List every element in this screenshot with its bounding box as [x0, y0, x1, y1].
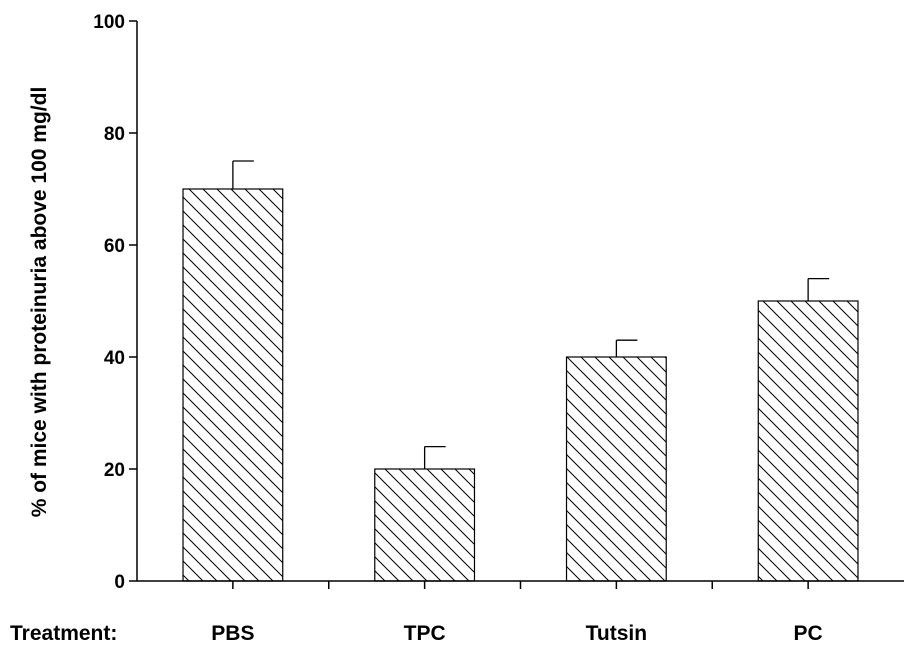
- y-axis: 0 20 40 60 80 100: [93, 12, 138, 593]
- bar-pc: [757, 300, 859, 582]
- category-label-tutsin: Tutsin: [586, 622, 647, 645]
- category-label-pbs: PBS: [211, 622, 254, 645]
- y-axis-title: % of mice with proteinuria above 100 mg/…: [28, 87, 51, 518]
- bars: [182, 160, 859, 582]
- y-tick-label: 60: [104, 236, 125, 257]
- category-label-tpc: TPC: [404, 622, 446, 645]
- x-axis: [137, 580, 904, 589]
- bar-pbs: [182, 188, 284, 582]
- y-tick-label: 20: [104, 460, 125, 481]
- x-axis-title: Treatment:: [10, 622, 117, 645]
- y-tick-label: 80: [104, 124, 125, 145]
- category-label-pc: PC: [794, 622, 823, 645]
- y-tick-label: 100: [93, 12, 125, 33]
- y-tick-label: 0: [114, 572, 125, 593]
- labels: PBS TPC Tutsin PC: [211, 622, 822, 645]
- y-tick-label: 40: [104, 348, 125, 369]
- bar-tutsin: [565, 356, 667, 582]
- bar-tpc: [374, 468, 476, 582]
